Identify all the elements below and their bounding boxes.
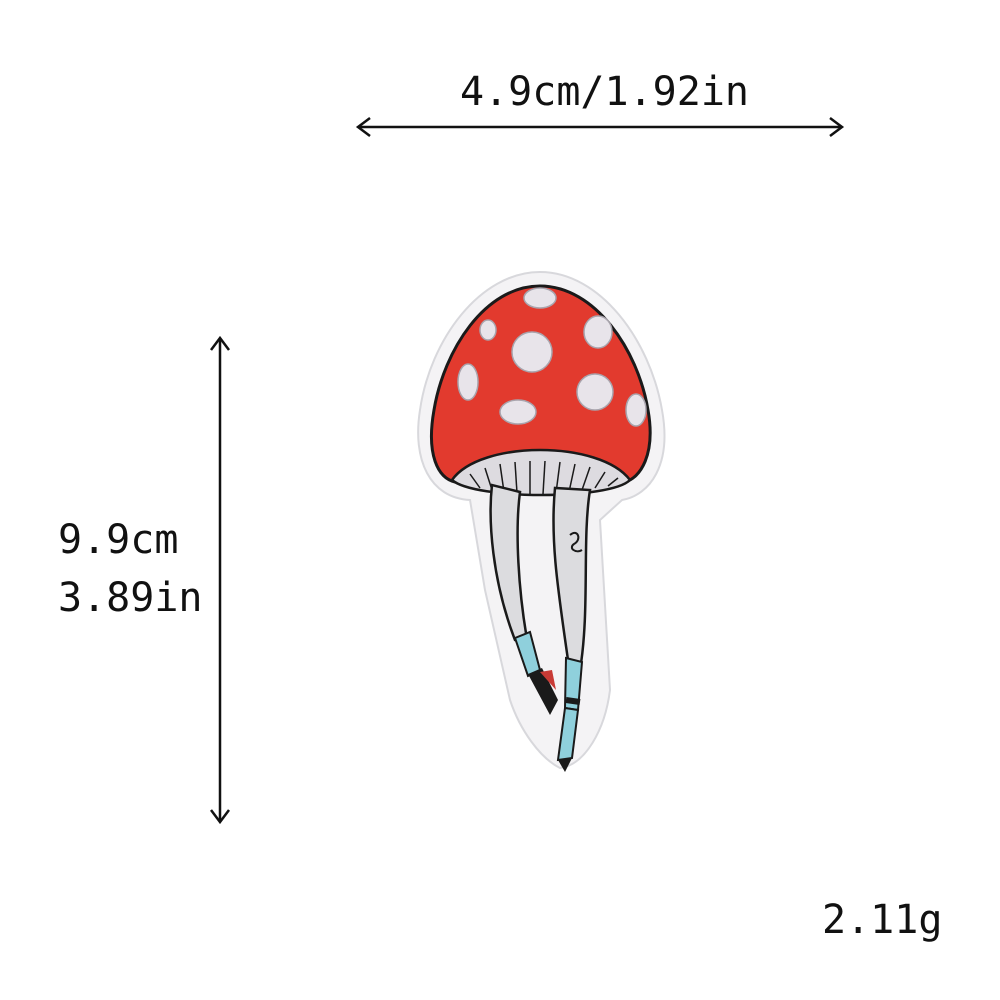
width-arrow-icon: [350, 115, 850, 139]
height-cm-label: 9.9cm: [58, 520, 178, 560]
mushroom-legs-patch-icon: [400, 260, 680, 780]
height-in-label: 3.89in: [58, 578, 203, 618]
height-arrow-icon: [205, 330, 235, 830]
weight-label: 2.11g: [822, 900, 942, 940]
width-dimension-label: 4.9cm/1.92in: [460, 72, 749, 112]
